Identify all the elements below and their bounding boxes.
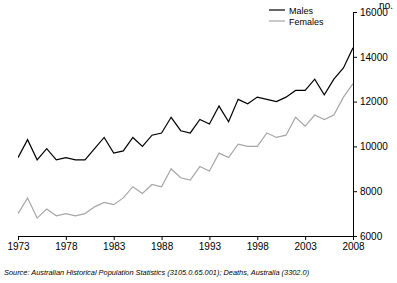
y-tick-mark (353, 236, 357, 237)
x-tick: 2003 (295, 236, 318, 252)
y-tick-mark (353, 191, 357, 192)
y-tick-mark (353, 12, 357, 13)
x-tick: 1988 (151, 236, 174, 252)
y-tick-mark (353, 57, 357, 58)
y-tick: 8000 (353, 186, 383, 197)
series-line (18, 48, 353, 160)
x-tick-mark (66, 236, 67, 240)
x-tick-label: 2003 (295, 241, 318, 252)
x-tick-mark (305, 236, 306, 240)
y-tick: 10000 (353, 141, 388, 152)
plot-area (18, 48, 353, 218)
x-tick: 1973 (7, 236, 30, 252)
x-tick-mark (162, 236, 163, 240)
chart: 1973 1978 1983 1988 1993 1998 2003 20086000 8000… (0, 0, 397, 283)
x-tick-label: 1983 (103, 241, 126, 252)
series-line (18, 84, 353, 218)
y-tick-label: 12000 (360, 96, 388, 107)
y-tick: 14000 (353, 52, 388, 63)
x-tick-label: 1998 (247, 241, 270, 252)
x-tick-mark (114, 236, 115, 240)
x-tick-label: 1973 (7, 241, 30, 252)
legend: MalesFemales (269, 6, 324, 27)
x-tick: 1983 (103, 236, 126, 252)
y-tick-mark (353, 146, 357, 147)
y-tick-label: 6000 (360, 231, 383, 242)
y-tick: 12000 (353, 96, 388, 107)
y-axis-line (353, 13, 354, 237)
x-tick-label: 1978 (55, 241, 78, 252)
legend-label: Males (289, 6, 314, 16)
x-tick: 1998 (247, 236, 270, 252)
legend-label: Females (289, 17, 324, 27)
x-tick-label: 2008 (342, 241, 365, 252)
x-tick-mark (209, 236, 210, 240)
y-tick-label: 10000 (360, 141, 388, 152)
source-note: Source: Australian Historical Population… (4, 268, 310, 277)
y-tick-label: 8000 (360, 186, 383, 197)
x-axis: 1973 1978 1983 1988 1993 1998 2003 2008 (7, 236, 365, 252)
x-axis-line (19, 236, 354, 237)
x-tick-mark (18, 236, 19, 240)
y-tick-label: 14000 (360, 52, 388, 63)
y-axis: 6000800010000120001400016000 (353, 7, 388, 242)
legend-swatch (269, 9, 285, 10)
y-tick-mark (353, 102, 357, 103)
y-axis-title: no. (379, 0, 393, 11)
x-tick: 1993 (199, 236, 222, 252)
x-tick-mark (257, 236, 258, 240)
x-tick: 1978 (55, 236, 78, 252)
x-tick-label: 1988 (151, 241, 174, 252)
x-tick-label: 1993 (199, 241, 222, 252)
legend-swatch (269, 20, 285, 21)
y-tick: 6000 (353, 231, 383, 242)
